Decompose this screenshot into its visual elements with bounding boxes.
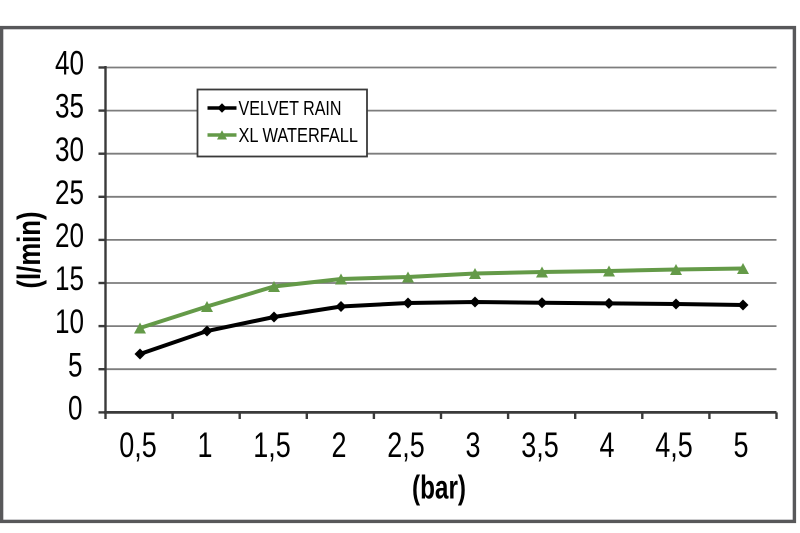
svg-text:15: 15 bbox=[55, 260, 84, 298]
svg-text:2: 2 bbox=[332, 426, 347, 465]
svg-text:4,5: 4,5 bbox=[655, 426, 693, 465]
svg-text:4: 4 bbox=[600, 426, 615, 465]
svg-text:5: 5 bbox=[734, 426, 749, 465]
svg-text:10: 10 bbox=[55, 303, 84, 341]
svg-text:(bar): (bar) bbox=[412, 469, 466, 506]
svg-text:0,5: 0,5 bbox=[119, 426, 157, 465]
svg-text:XL WATERFALL: XL WATERFALL bbox=[239, 125, 359, 147]
svg-text:30: 30 bbox=[55, 131, 84, 169]
svg-text:40: 40 bbox=[55, 45, 84, 83]
svg-text:3: 3 bbox=[466, 426, 481, 465]
svg-text:(l/min): (l/min) bbox=[11, 212, 47, 289]
svg-text:1,5: 1,5 bbox=[253, 426, 291, 465]
svg-text:2,5: 2,5 bbox=[387, 426, 425, 465]
svg-text:5: 5 bbox=[68, 346, 83, 384]
svg-text:25: 25 bbox=[55, 174, 84, 212]
svg-text:35: 35 bbox=[55, 88, 84, 126]
svg-text:3,5: 3,5 bbox=[521, 426, 559, 465]
svg-text:1: 1 bbox=[198, 426, 213, 465]
svg-text:0: 0 bbox=[68, 389, 83, 427]
svg-text:VELVET RAIN: VELVET RAIN bbox=[239, 98, 342, 120]
svg-text:20: 20 bbox=[55, 217, 84, 255]
